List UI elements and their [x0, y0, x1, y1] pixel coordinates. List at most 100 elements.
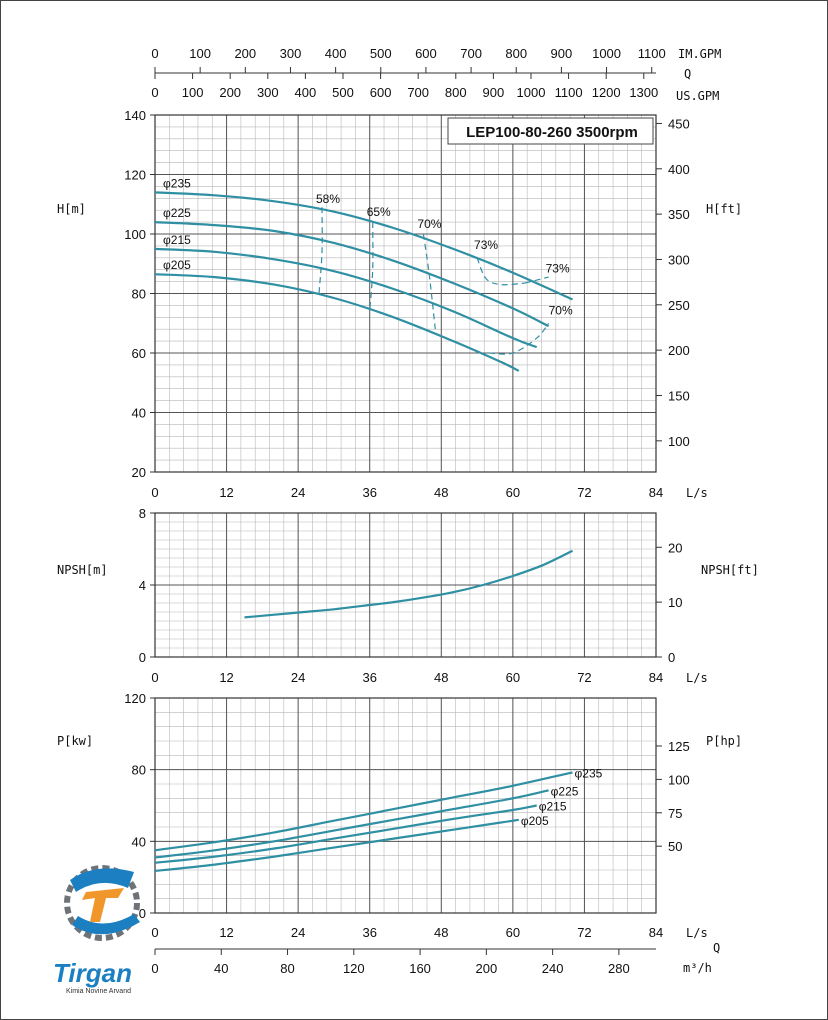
- im-gpm-tick-label: 900: [551, 46, 573, 61]
- y-right-tick-label: 10: [668, 595, 682, 610]
- series-line-φ205: [154, 273, 520, 372]
- y-tick-label: 120: [124, 168, 146, 183]
- y-right-tick-label: 350: [668, 207, 690, 222]
- y-tick-label: 60: [132, 346, 146, 361]
- im-gpm-tick-label: 0: [151, 46, 158, 61]
- series-line-φ235: [154, 191, 573, 301]
- efficiency-label: 58%: [316, 192, 340, 206]
- x-tick-label: 12: [219, 485, 233, 500]
- y-tick-label: 4: [139, 578, 146, 593]
- x-axis-unit: L/s: [686, 486, 708, 500]
- y-tick-label: 80: [132, 763, 146, 778]
- im-gpm-tick-label: 1100: [638, 46, 666, 61]
- m3h-tick-label: 160: [409, 961, 431, 976]
- y-right-tick-label: 125: [668, 739, 690, 754]
- x-tick-label: 24: [291, 485, 305, 500]
- x-tick-label: 60: [506, 925, 520, 940]
- logo-swoosh-bottom: [72, 914, 140, 935]
- x-tick-label: 72: [577, 925, 591, 940]
- x-tick-label: 0: [151, 670, 158, 685]
- logo-subtitle: Kimia Novine Arvand: [66, 988, 131, 995]
- im-gpm-tick-label: 1000: [592, 46, 621, 61]
- y-right-tick-label: 400: [668, 162, 690, 177]
- series-label: φ215: [539, 800, 567, 814]
- efficiency-line: [488, 322, 550, 355]
- efficiency-label: 70%: [549, 303, 573, 317]
- x-tick-label: 60: [506, 670, 520, 685]
- y-axis-title: NPSH[m]: [57, 563, 108, 577]
- im-gpm-tick-label: 600: [415, 46, 437, 61]
- series-label: φ225: [163, 206, 191, 220]
- y-right-axis-title: P[hp]: [706, 734, 742, 748]
- us-gpm-tick-label: 1000: [517, 85, 546, 100]
- y-right-tick-label: 250: [668, 298, 690, 313]
- m3h-tick-label: 280: [608, 961, 630, 976]
- y-tick-label: 40: [132, 834, 146, 849]
- efficiency-label: 73%: [546, 262, 570, 276]
- series-line-npsh: [244, 549, 573, 619]
- series-label: φ235: [163, 176, 191, 190]
- m3h-tick-label: 240: [542, 961, 564, 976]
- y-tick-label: 0: [139, 650, 146, 665]
- series-label: φ205: [521, 814, 549, 828]
- x-tick-label: 72: [577, 670, 591, 685]
- series-line-φ205: [154, 818, 519, 872]
- x-axis-unit: L/s: [686, 671, 708, 685]
- efficiency-line: [476, 257, 525, 286]
- bottom-flow-scale: 0 40 80 120 160 200 240 280 Qm³/h: [151, 941, 720, 976]
- im-gpm-tick-label: 100: [189, 46, 211, 61]
- efficiency-line: [318, 207, 323, 294]
- y-right-axis-title: NPSH[ft]: [701, 563, 759, 577]
- y-tick-label: 140: [124, 108, 146, 123]
- x-tick-label: 48: [434, 925, 448, 940]
- series-line-φ235: [154, 771, 573, 852]
- us-gpm-tick-label: 700: [407, 85, 429, 100]
- us-gpm-tick-label: 800: [445, 85, 467, 100]
- im-gpm-tick-label: 500: [370, 46, 392, 61]
- x-tick-label: 84: [649, 925, 663, 940]
- series-label: φ205: [163, 258, 191, 272]
- im-gpm-tick-label: 700: [460, 46, 482, 61]
- x-tick-label: 24: [291, 670, 305, 685]
- series-line-φ225: [154, 221, 550, 328]
- q-label-top: Q: [684, 67, 691, 81]
- y-axis-title: H[m]: [57, 202, 86, 216]
- logo-name: Tirgan: [53, 958, 132, 988]
- m3h-tick-label: 40: [214, 961, 228, 976]
- x-tick-label: 36: [362, 670, 376, 685]
- y-tick-label: 80: [132, 287, 146, 302]
- m3h-unit: m³/h: [683, 961, 712, 975]
- im-gpm-tick-label: 400: [325, 46, 347, 61]
- y-right-tick-label: 450: [668, 116, 690, 131]
- us-gpm-tick-label: 100: [182, 85, 204, 100]
- y-axis-title: P[kw]: [57, 734, 93, 748]
- x-tick-label: 48: [434, 670, 448, 685]
- y-right-tick-label: 300: [668, 252, 690, 267]
- efficiency-line: [369, 222, 374, 312]
- y-right-tick-label: 200: [668, 343, 690, 358]
- top-flow-scales: 0 100 200 300 400 500 600 700 800 900 1000 1100 IM.G…: [151, 46, 721, 103]
- y-right-tick-label: 75: [668, 806, 682, 821]
- x-tick-label: 36: [362, 485, 376, 500]
- gear-icon: [64, 865, 140, 941]
- x-tick-label: 36: [362, 925, 376, 940]
- us-gpm-tick-label: 500: [332, 85, 354, 100]
- efficiency-label: 70%: [417, 217, 441, 231]
- plot-frame: [154, 697, 657, 914]
- x-tick-label: 0: [151, 925, 158, 940]
- x-tick-label: 72: [577, 485, 591, 500]
- efficiency-label: 65%: [367, 205, 391, 219]
- us-gpm-tick-label: 600: [370, 85, 392, 100]
- chart-title: LEP100-80-260 3500rpm: [466, 124, 638, 141]
- us-gpm-tick-label: 200: [219, 85, 241, 100]
- m3h-tick-label: 0: [151, 961, 158, 976]
- y-right-tick-label: 0: [668, 650, 675, 665]
- im-gpm-tick-label: 200: [234, 46, 256, 61]
- us-gpm-tick-label: 1200: [592, 85, 621, 100]
- x-tick-label: 12: [219, 925, 233, 940]
- us-gpm-tick-label: 1100: [555, 85, 583, 100]
- us-gpm-tick-label: 900: [483, 85, 505, 100]
